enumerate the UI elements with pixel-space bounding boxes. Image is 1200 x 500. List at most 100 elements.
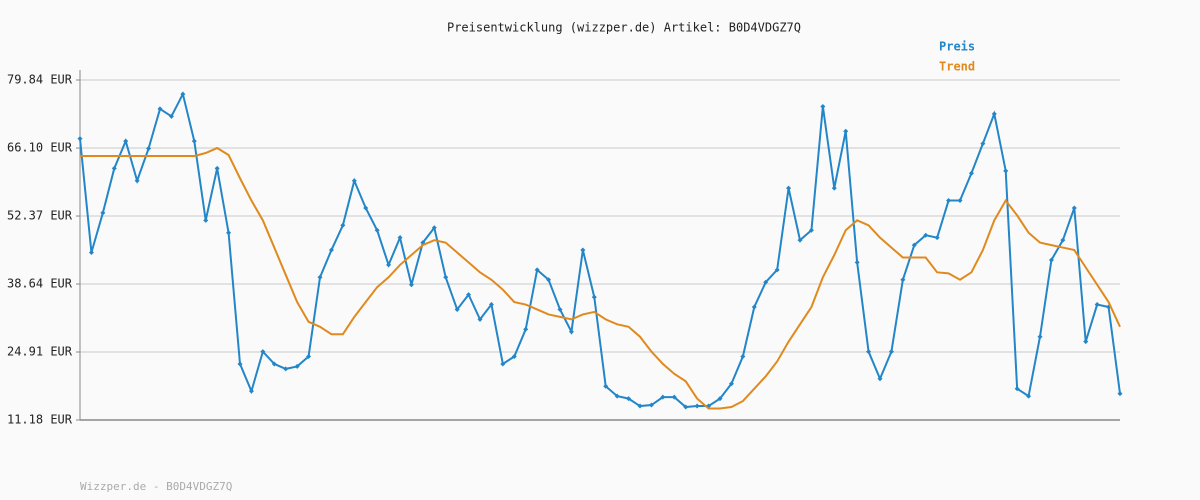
point	[968, 170, 974, 176]
point	[843, 128, 849, 134]
chart-title: Preisentwicklung (wizzper.de) Artikel: B…	[447, 21, 801, 35]
point	[386, 262, 392, 268]
point	[637, 403, 643, 409]
point	[180, 91, 186, 97]
y-tick-label: 79.84 EUR	[7, 73, 73, 87]
point	[203, 217, 209, 223]
point	[786, 185, 792, 191]
point	[488, 302, 494, 308]
point	[534, 267, 540, 273]
point	[626, 396, 632, 402]
point	[728, 381, 734, 387]
point	[1003, 168, 1009, 174]
point	[1037, 334, 1043, 340]
point	[591, 294, 597, 300]
point	[923, 232, 929, 238]
y-tick-label: 38.64 EUR	[7, 277, 73, 291]
point	[614, 393, 620, 399]
point	[717, 396, 723, 402]
point	[888, 349, 894, 355]
point	[1014, 386, 1020, 392]
point	[683, 404, 689, 410]
point	[237, 361, 243, 367]
footer: Wizzper.de - B0D4VDGZ7Q	[80, 480, 232, 493]
point	[500, 361, 506, 367]
point	[374, 227, 380, 233]
point	[157, 106, 163, 112]
point	[1060, 237, 1066, 243]
point	[831, 185, 837, 191]
point	[1048, 257, 1054, 263]
point	[351, 178, 357, 184]
point	[866, 349, 872, 355]
point	[980, 141, 986, 147]
point	[397, 235, 403, 241]
point	[328, 247, 334, 253]
point	[111, 165, 117, 171]
point	[797, 237, 803, 243]
legend-label: Trend	[939, 60, 975, 74]
point	[306, 354, 312, 360]
point	[1094, 302, 1100, 308]
point	[854, 259, 860, 265]
point	[671, 394, 677, 400]
point	[226, 230, 232, 236]
point	[214, 165, 220, 171]
series-line	[80, 146, 1121, 410]
point	[271, 361, 277, 367]
point	[77, 136, 83, 142]
point	[877, 376, 883, 382]
point	[603, 383, 609, 389]
point	[146, 146, 152, 152]
point	[580, 247, 586, 253]
series-line	[79, 91, 1121, 409]
point	[317, 274, 323, 280]
point	[248, 388, 254, 394]
point	[820, 103, 826, 109]
point	[431, 225, 437, 231]
y-tick-label: 66.10 EUR	[7, 141, 73, 155]
point	[568, 329, 574, 335]
legend-label: Preis	[939, 40, 975, 54]
point	[751, 304, 757, 310]
y-tick-label: 11.18 EUR	[7, 413, 73, 427]
point	[808, 227, 814, 233]
point	[443, 274, 449, 280]
point	[134, 178, 140, 184]
point	[648, 402, 654, 408]
point	[1071, 205, 1077, 211]
point	[88, 250, 94, 256]
y-tick-label: 24.91 EUR	[7, 345, 73, 359]
point	[991, 111, 997, 117]
point	[774, 267, 780, 273]
point	[294, 363, 300, 369]
point	[911, 242, 917, 248]
point	[763, 279, 769, 285]
point	[557, 306, 563, 312]
point	[477, 316, 483, 322]
point	[123, 138, 129, 144]
point	[946, 198, 952, 204]
y-tick-label: 52.37 EUR	[7, 209, 73, 223]
point	[934, 235, 940, 241]
point	[191, 138, 197, 144]
point	[1083, 339, 1089, 345]
point	[260, 349, 266, 355]
point	[660, 394, 666, 400]
point	[511, 354, 517, 360]
point	[740, 354, 746, 360]
point	[1026, 393, 1032, 399]
point	[340, 222, 346, 228]
point	[100, 210, 106, 216]
point	[1117, 391, 1123, 397]
point	[363, 205, 369, 211]
point	[454, 306, 460, 312]
point	[900, 277, 906, 283]
point	[694, 403, 700, 409]
point	[408, 282, 414, 288]
point	[957, 198, 963, 204]
point	[523, 326, 529, 332]
point	[283, 366, 289, 372]
